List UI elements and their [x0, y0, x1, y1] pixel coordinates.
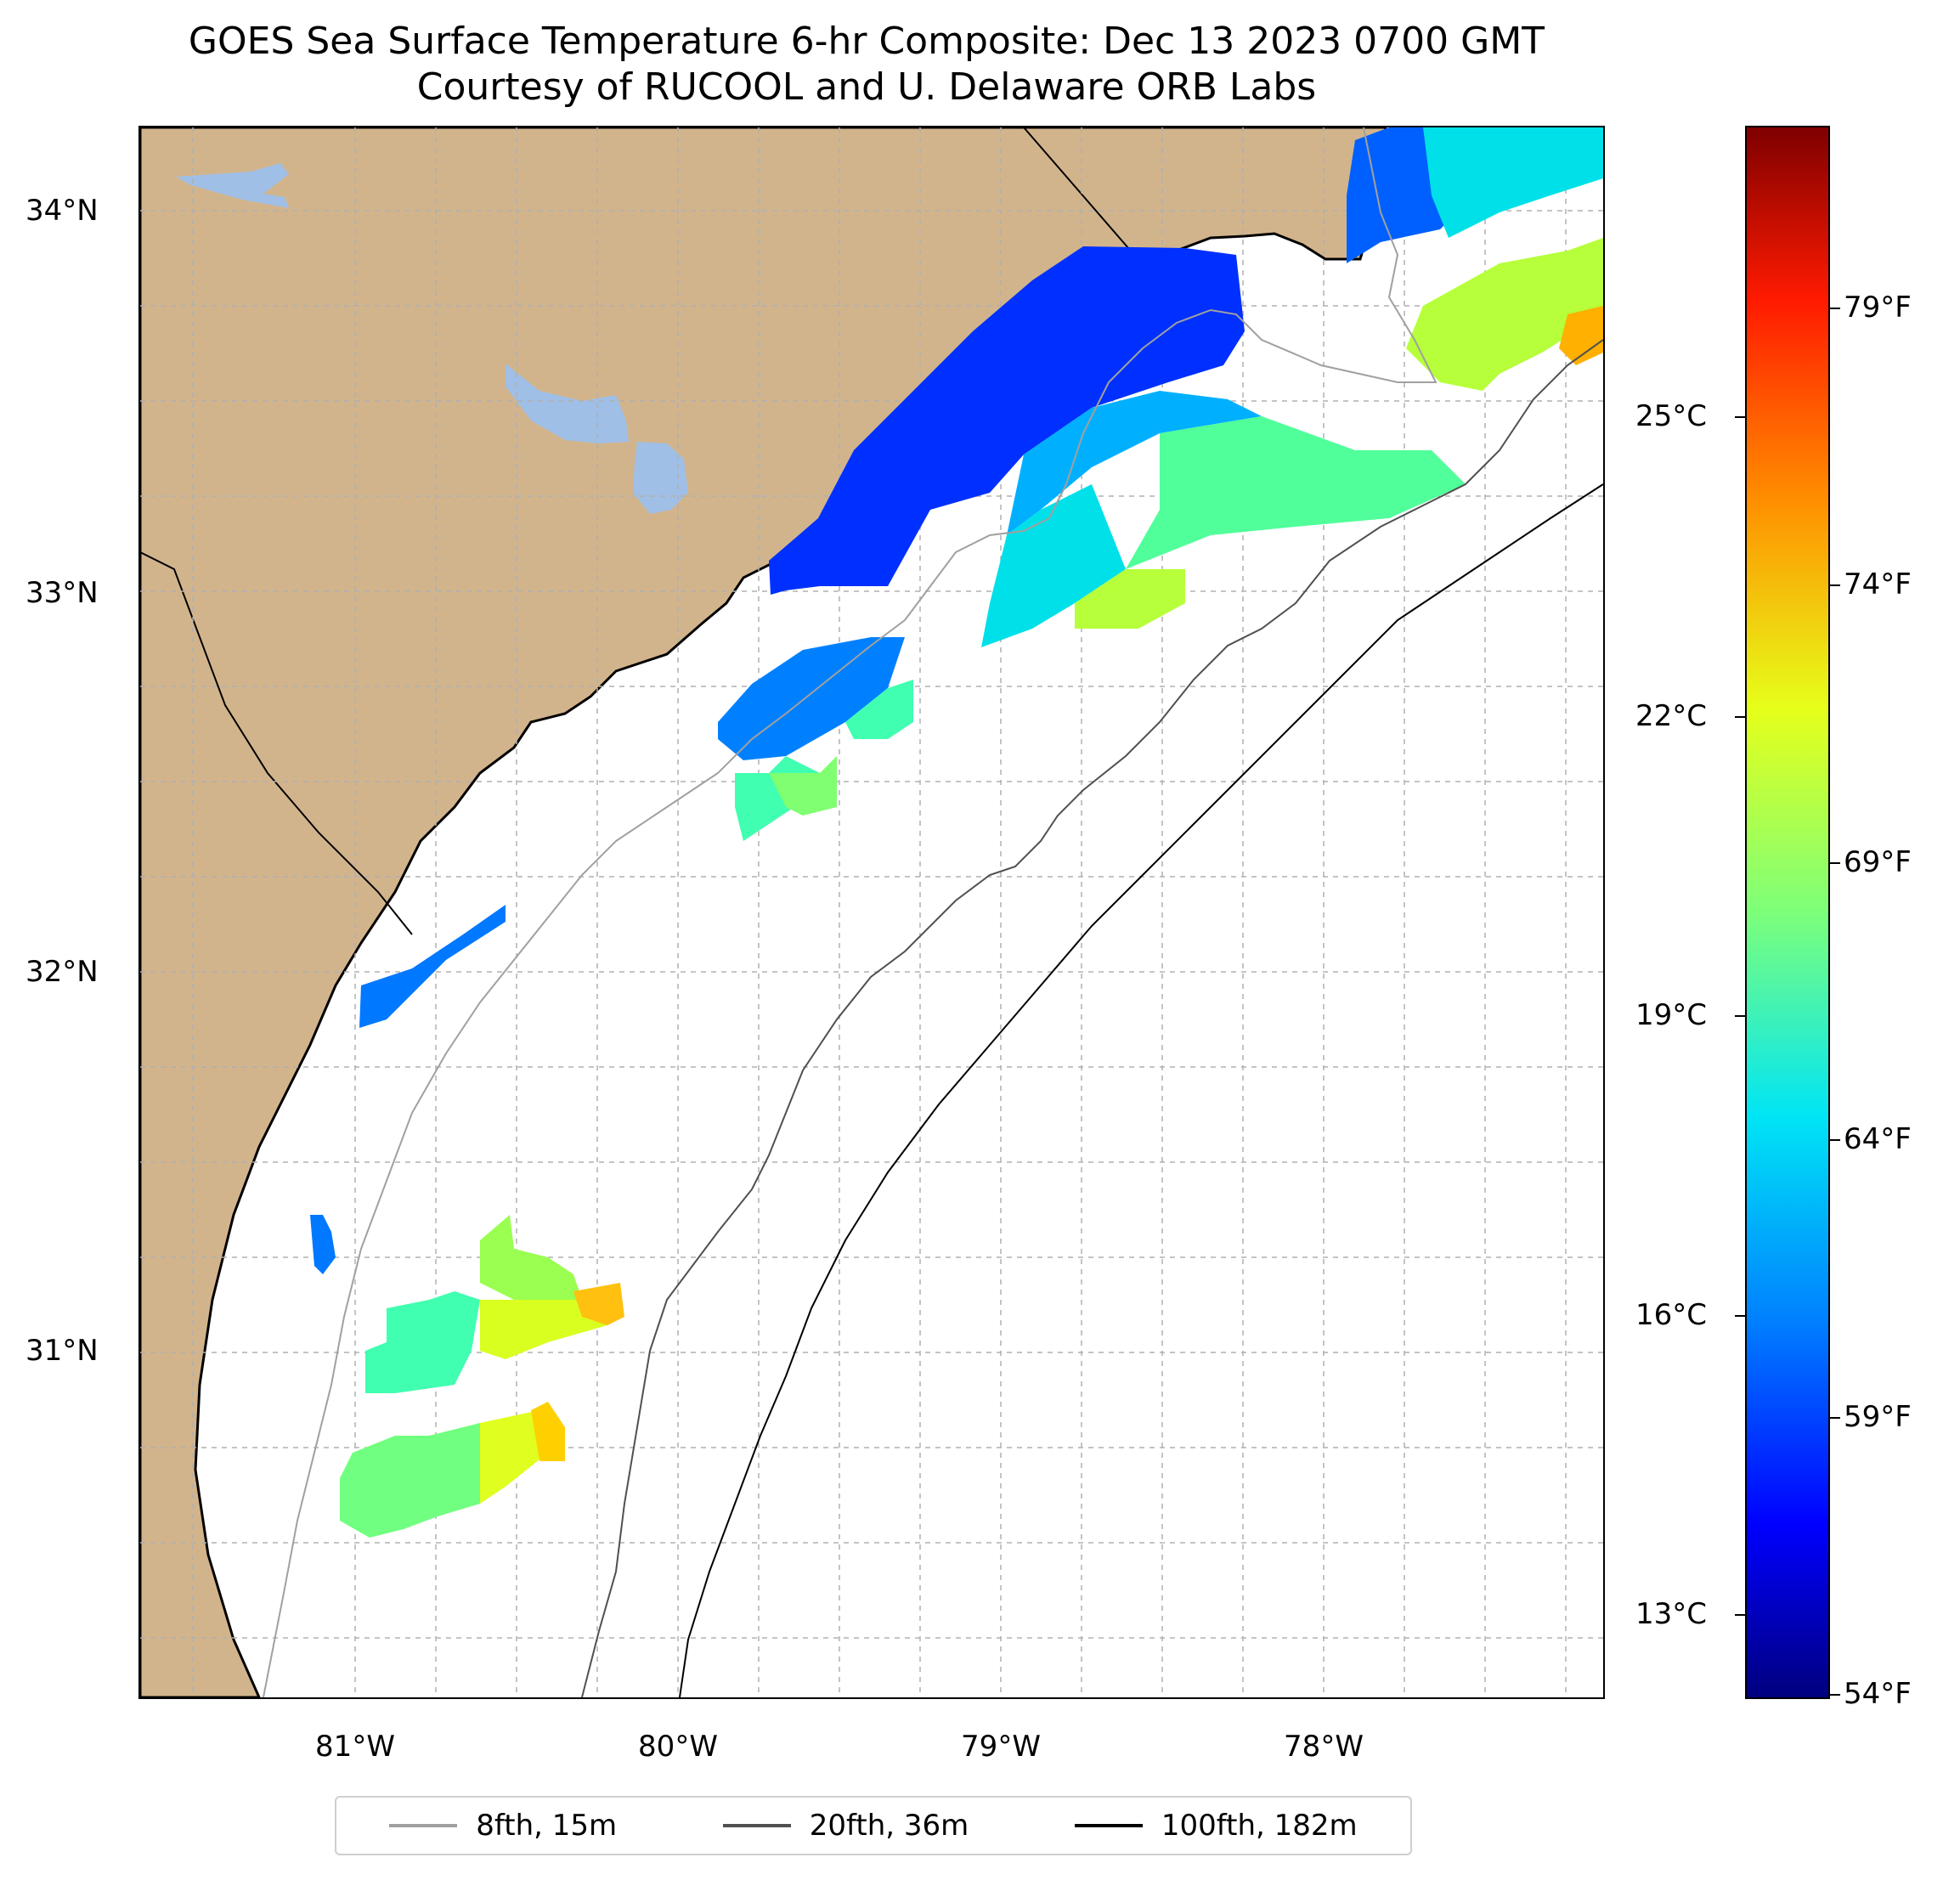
colorbar-tick — [1735, 416, 1745, 418]
colorbar-label-c: 25°C — [1635, 399, 1708, 433]
colorbar-tick — [1830, 584, 1840, 586]
isobath-20fth — [581, 339, 1603, 1697]
map-svg — [140, 127, 1603, 1697]
colorbar-tick — [1735, 1614, 1745, 1616]
colorbar-tick — [1830, 1139, 1840, 1141]
sst-patch — [359, 905, 506, 1028]
legend-line-icon — [1074, 1824, 1143, 1827]
colorbar-label-f: 74°F — [1844, 567, 1912, 601]
lon-label-81: 81°W — [315, 1730, 395, 1764]
legend-line-icon — [722, 1824, 791, 1827]
sst-patches — [310, 127, 1603, 1538]
lat-label-31: 31°N — [25, 1334, 99, 1368]
colorbar-label-c: 16°C — [1635, 1298, 1708, 1332]
colorbar-tick — [1735, 1015, 1745, 1017]
sst-patch — [1423, 127, 1603, 238]
map-title: GOES Sea Surface Temperature 6-hr Compos… — [0, 19, 1733, 110]
state-border — [140, 551, 413, 935]
title-line-2: Courtesy of RUCOOL and U. Delaware ORB L… — [416, 65, 1317, 109]
colorbar-label-f: 64°F — [1844, 1122, 1912, 1156]
legend-label: 100fth, 182m — [1161, 1809, 1358, 1843]
colorbar-label-f: 69°F — [1844, 845, 1912, 879]
colorbar-tick — [1735, 716, 1745, 718]
sst-patch — [1126, 416, 1466, 569]
legend: 8fth, 15m 20fth, 36m 100fth, 182m — [335, 1796, 1412, 1855]
legend-item-100fth: 100fth, 182m — [1074, 1809, 1358, 1843]
colorbar-label-c: 19°C — [1635, 998, 1708, 1032]
sst-patch — [365, 1291, 480, 1393]
legend-line-icon — [389, 1824, 458, 1827]
lake — [176, 163, 289, 208]
colorbar-tick — [1830, 308, 1840, 309]
sst-patch — [1406, 238, 1603, 391]
colorbar-label-f: 54°F — [1844, 1677, 1912, 1711]
legend-label: 8fth, 15m — [476, 1809, 618, 1843]
sst-patch — [1559, 306, 1603, 365]
isobath-8fth — [263, 127, 1438, 1697]
title-line-1: GOES Sea Surface Temperature 6-hr Compos… — [188, 20, 1545, 63]
colorbar-label-f: 59°F — [1844, 1400, 1912, 1434]
colorbar — [1745, 126, 1830, 1699]
colorbar-tick — [1830, 862, 1840, 864]
colorbar-tick — [1735, 1315, 1745, 1317]
legend-item-8fth: 8fth, 15m — [389, 1809, 617, 1843]
sst-patch — [1075, 569, 1185, 629]
lat-label-33: 33°N — [25, 576, 99, 610]
sst-patch — [769, 246, 1245, 595]
isobath-100fth — [679, 483, 1603, 1697]
colorbar-tick — [1830, 1694, 1840, 1696]
sst-patch — [480, 1410, 548, 1504]
gridlines — [140, 127, 1603, 1697]
sst-patch — [480, 1215, 582, 1300]
land-mass — [140, 127, 1387, 1697]
sst-patch — [531, 1402, 565, 1461]
sst-patch — [573, 1283, 624, 1325]
lon-label-80: 80°W — [638, 1730, 718, 1764]
lat-label-32: 32°N — [25, 955, 99, 989]
colorbar-tick — [1830, 1417, 1840, 1419]
sst-patch — [310, 1215, 336, 1274]
state-border — [1023, 127, 1135, 256]
legend-item-20fth: 20fth, 36m — [722, 1809, 969, 1843]
sst-patch — [845, 680, 913, 739]
map-area[interactable] — [138, 126, 1605, 1699]
lat-label-34: 34°N — [25, 194, 99, 228]
colorbar-label-c: 22°C — [1635, 699, 1708, 733]
lon-label-79: 79°W — [961, 1730, 1041, 1764]
colorbar-label-f: 79°F — [1844, 291, 1912, 325]
colorbar-label-c: 13°C — [1635, 1597, 1708, 1631]
sst-patch — [340, 1423, 514, 1538]
lon-label-78: 78°W — [1284, 1730, 1364, 1764]
sst-patch — [769, 756, 837, 816]
legend-label: 20fth, 36m — [809, 1809, 969, 1843]
sst-patch — [981, 484, 1126, 647]
sst-patch — [480, 1300, 607, 1359]
